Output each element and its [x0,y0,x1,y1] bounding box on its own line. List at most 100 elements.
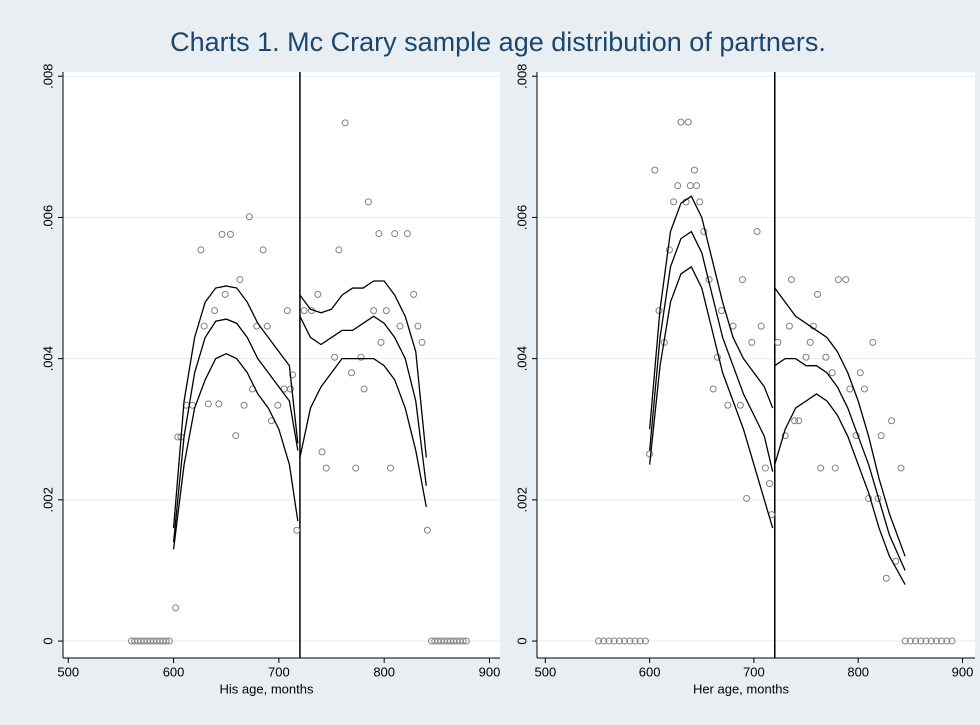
data-point [289,371,297,379]
fit-line [774,287,906,557]
fit-line [648,230,774,472]
data-point [172,604,180,612]
x-axis-label: Her age, months [693,681,790,696]
data-point [386,464,394,472]
data-point [897,464,905,472]
data-point [922,637,930,645]
data-point [232,432,240,440]
data-point [200,322,208,330]
data-point [869,338,877,346]
data-point [375,230,383,238]
data-point [300,307,308,315]
data-point [641,637,649,645]
x-tick-label: 500 [534,664,556,679]
x-tick-label: 700 [743,664,765,679]
data-point [822,353,830,361]
data-point [828,369,836,377]
data-point [360,385,368,393]
data-point [738,276,746,284]
data-point [943,637,951,645]
data-point [736,401,744,409]
data-point [274,401,282,409]
data-point [341,119,349,127]
data-point [674,182,682,190]
y-tick-label: .002 [514,487,529,512]
data-point [600,637,608,645]
data-point [748,338,756,346]
data-point [218,230,226,238]
data-point [331,353,339,361]
data-point [414,322,422,330]
data-point [240,401,248,409]
data-point [410,290,418,298]
x-tick-label: 600 [163,664,185,679]
data-point [165,637,173,645]
data-point [418,338,426,346]
data-point [882,574,890,582]
data-point [761,464,769,472]
data-point [286,385,294,393]
fit-line [648,195,774,430]
data-point [791,417,799,425]
x-tick-label: 800 [847,664,869,679]
data-point [785,322,793,330]
data-point [906,637,914,645]
data-point [631,637,639,645]
data-point [377,338,385,346]
fit-line [774,357,906,571]
data-point [226,230,234,238]
data-point [817,464,825,472]
x-tick-label: 900 [952,664,974,679]
data-point [221,290,229,298]
data-point [709,385,717,393]
data-point [211,307,219,315]
data-point [774,338,782,346]
data-point [927,637,935,645]
data-point [724,401,732,409]
y-tick-label: 0 [514,637,529,644]
figure-title: Charts 1. Mc Crary sample age distributi… [170,27,826,57]
data-point [348,369,356,377]
data-point [787,276,795,284]
data-point [615,637,623,645]
data-point [696,198,704,206]
data-point [335,246,343,254]
y-tick-label: .002 [40,487,55,512]
y-tick-label: 0 [40,637,55,644]
data-point [215,400,223,408]
y-tick-label: .004 [40,346,55,371]
data-point [877,432,885,440]
x-tick-label: 800 [373,664,395,679]
x-tick-label: 900 [479,664,501,679]
data-point [364,198,372,206]
fit-line [172,352,299,550]
data-point [236,276,244,284]
data-point [860,385,868,393]
y-tick-label: .006 [514,205,529,230]
data-point [766,480,774,488]
data-point [357,353,365,361]
data-point [932,637,940,645]
data-point [263,322,271,330]
data-point [917,637,925,645]
data-point [314,290,322,298]
plot-area [63,72,500,658]
data-point [293,526,301,534]
data-point [948,637,956,645]
fit-line [299,357,427,508]
data-point [802,353,810,361]
data-point [197,246,205,254]
y-tick-label: .008 [514,64,529,89]
data-point [814,290,822,298]
data-point [670,198,678,206]
data-point [781,432,789,440]
data-point [795,417,803,425]
data-point [403,230,411,238]
data-point [423,526,431,534]
y-tick-label: .008 [40,64,55,89]
data-point [595,637,603,645]
data-point [259,246,267,254]
fit-line [172,285,299,529]
data-point [370,307,378,315]
data-point [865,494,873,502]
